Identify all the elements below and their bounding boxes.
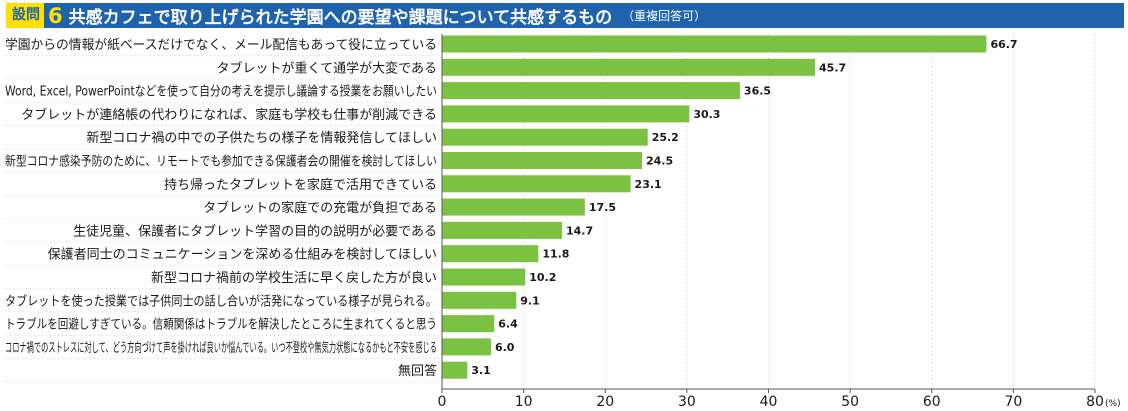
category-label: 生徒児童、保護者にタブレット学習の目的の説明が必要である: [73, 223, 437, 239]
category-label: 新型コロナ感染予防のために、リモートでも参加できる保護者会の開催を検討してほしい: [5, 154, 437, 170]
category-label: Word, Excel, PowerPointなどを使って自分の考えを提示し議論…: [5, 84, 437, 100]
data-label: 24.5: [646, 155, 673, 168]
bar: [442, 221, 562, 239]
x-tick-label: 40: [760, 394, 778, 410]
bar: [442, 268, 526, 286]
data-label: 25.2: [652, 131, 679, 144]
bar: [442, 361, 468, 379]
data-label: 6.4: [498, 318, 518, 331]
category-label: 学園からの情報が紙ベースだけでなく、メール配信もあって役に立っている: [5, 37, 437, 53]
x-tick-label: 20: [596, 394, 614, 410]
category-label: 無回答: [398, 363, 437, 379]
x-tick-label: 10: [515, 394, 533, 410]
bar: [442, 198, 585, 216]
bar: [442, 105, 690, 123]
bar: [442, 58, 816, 76]
bar: [442, 175, 631, 193]
data-label: 66.7: [990, 38, 1017, 51]
bar: [442, 245, 539, 263]
x-tick-label: 30: [678, 394, 696, 410]
category-label: 新型コロナ禍の中での子供たちの様子を情報発信してほしい: [86, 130, 437, 146]
category-label: タブレットが連絡帳の代わりになれば、家庭も学校も仕事が削減できる: [21, 107, 437, 123]
bar: [442, 128, 648, 146]
x-tick-label: 0: [438, 394, 447, 410]
category-label: 新型コロナ禍前の学校生活に早く戻した方が良い: [151, 270, 437, 286]
bar: [442, 338, 491, 356]
data-label: 6.0: [495, 341, 515, 354]
data-label: 30.3: [693, 108, 720, 121]
data-label: 14.7: [566, 224, 593, 237]
x-unit-label: (%): [1105, 399, 1121, 409]
category-label: トラブルを回避しすぎている。信頼関係はトラブルを解決したところに生まれてくると思…: [5, 317, 437, 333]
bar: [442, 35, 987, 53]
data-label: 17.5: [589, 201, 616, 214]
x-tick-label: 50: [841, 394, 859, 410]
data-label: 45.7: [819, 61, 846, 74]
bar: [442, 152, 642, 169]
question-number: 6: [48, 3, 63, 28]
category-label: タブレットの家庭での充電が負担である: [203, 200, 437, 216]
data-label: 36.5: [744, 85, 771, 98]
category-label: 保護者同士のコミュニケーションを深める仕組みを検討してほしい: [48, 247, 437, 263]
question-label: 設問: [6, 3, 44, 28]
category-label: タブレットを使った授業では子供同士の話し合いが活発になっている様子が見られる。: [5, 293, 437, 309]
x-tick-label: 80: [1086, 394, 1104, 410]
bar: [442, 82, 740, 100]
data-label: 11.8: [542, 248, 569, 261]
bar: [442, 315, 495, 333]
category-label: 持ち帰ったタブレットを家庭で活用できている: [164, 177, 437, 193]
data-label: 23.1: [635, 178, 662, 191]
x-tick-label: 70: [1004, 394, 1022, 410]
chart-header: 設問 6 共感カフェで取り上げられた学園への要望や課題について共感するもの （重…: [6, 3, 1124, 28]
data-label: 9.1: [520, 294, 540, 307]
multiple-answer-note: （重複回答可）: [622, 9, 707, 23]
x-tick-label: 60: [923, 394, 941, 410]
category-label: タブレットが重くて通学が大変である: [217, 60, 437, 76]
data-label: 3.1: [471, 364, 491, 377]
bar: [442, 291, 517, 309]
category-label: コロナ禍でのストレスに対して、どう方向づけて声を掛ければ良いか悩んでいる。いつ不…: [5, 340, 437, 356]
chart-title: 共感カフェで取り上げられた学園への要望や課題について共感するもの: [68, 8, 613, 28]
data-label: 10.2: [529, 271, 556, 284]
